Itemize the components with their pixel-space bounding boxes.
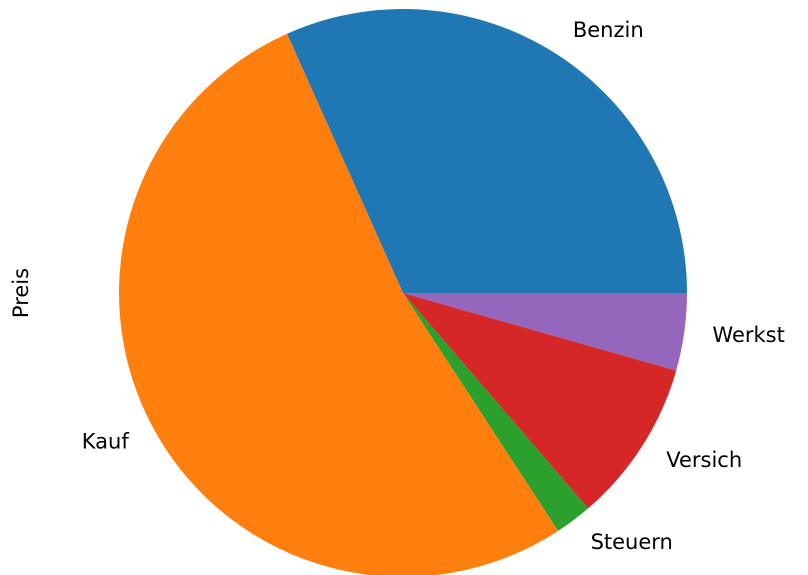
slice-label: Kauf — [82, 430, 130, 454]
pie-slice — [403, 293, 589, 531]
slice-label: Steuern — [591, 530, 673, 554]
pie-slice — [403, 293, 677, 509]
pie-slice — [119, 33, 559, 575]
slice-label: Werkst — [712, 323, 784, 347]
slice-label: Versich — [666, 448, 742, 472]
pie-slice — [286, 8, 687, 294]
pie-slice — [403, 293, 687, 371]
y-axis-label: Preis — [9, 268, 33, 318]
slice-label: Benzin — [573, 18, 644, 42]
